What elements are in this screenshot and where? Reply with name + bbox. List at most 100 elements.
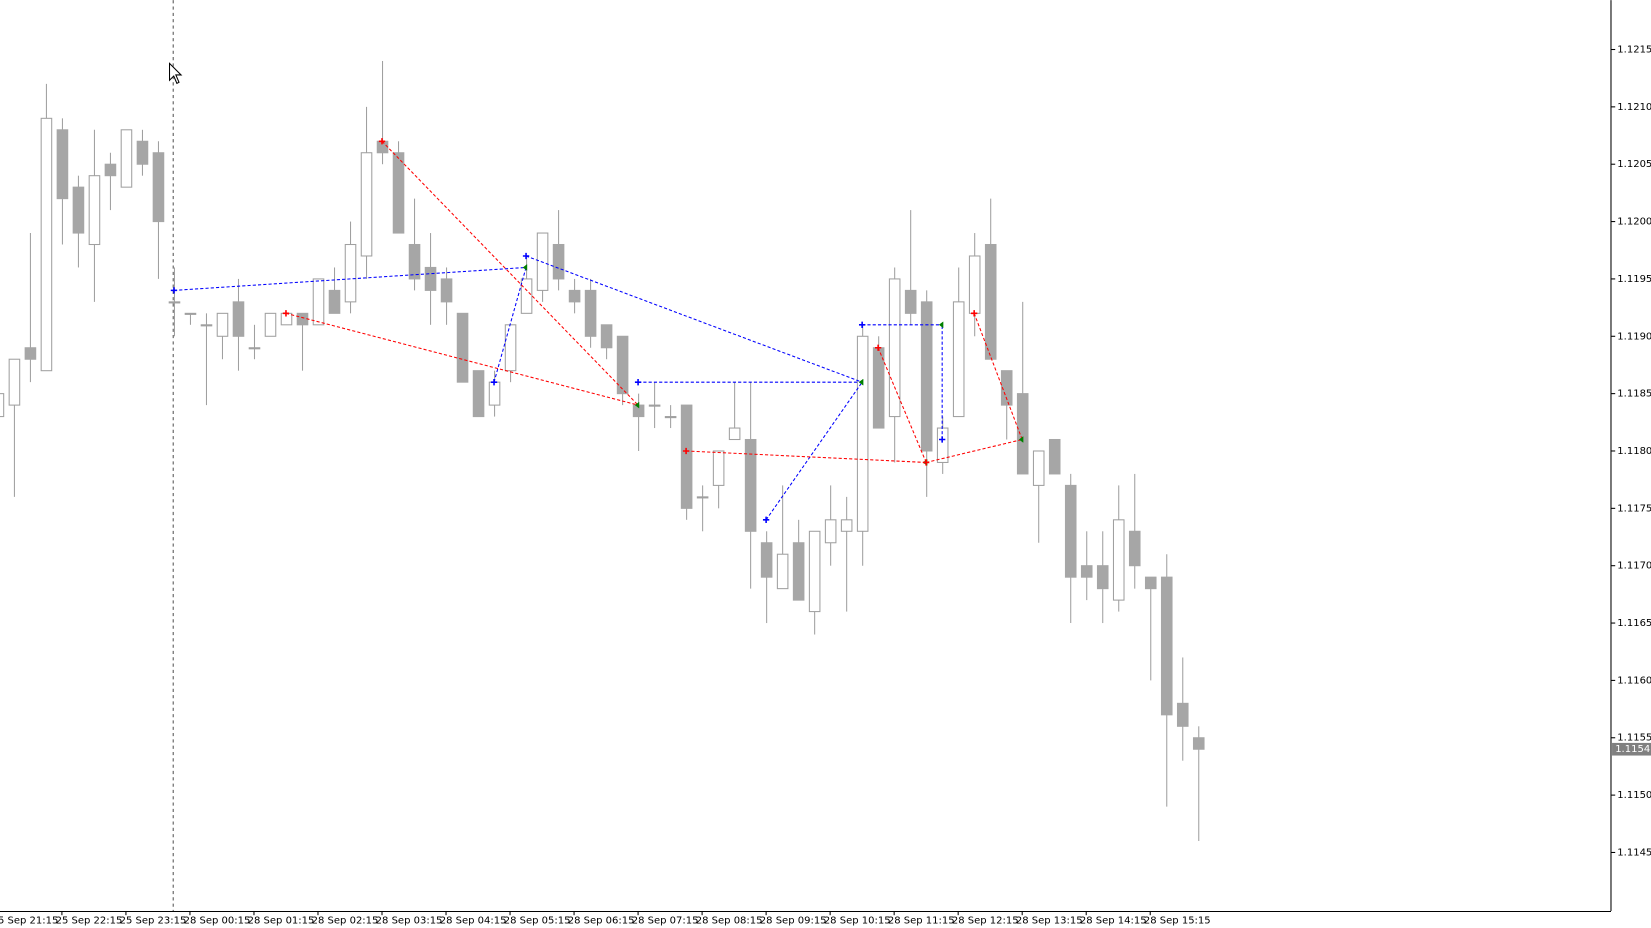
x-tick-label: 28 Sep 14:15 (1080, 915, 1147, 926)
trade-exit (858, 379, 864, 386)
trade-line (173, 266, 527, 291)
candle-body (792, 542, 805, 601)
candle-body (1144, 576, 1157, 590)
candle-body (920, 301, 933, 452)
candle-body (872, 347, 885, 429)
candle-body (56, 129, 69, 200)
candle-body (968, 255, 981, 314)
trade-line (493, 267, 527, 383)
mouse-cursor (168, 62, 183, 85)
candle-body (824, 519, 837, 544)
candle-body (392, 152, 405, 234)
y-tick-label: 1.1145 (1617, 847, 1651, 858)
x-tick-label: 28 Sep 09:15 (760, 915, 827, 926)
candle-body (712, 450, 725, 486)
x-tick-label: 28 Sep 00:15 (184, 915, 251, 926)
candle-body (216, 312, 229, 337)
trade-entry (858, 321, 866, 328)
x-tick-label: 28 Sep 13:15 (1016, 915, 1083, 926)
candle-body (168, 301, 181, 304)
x-tick-label: 25 Sep 22:15 (56, 915, 123, 926)
candle-body (136, 140, 149, 165)
x-tick-label: 25 Sep 23:15 (120, 915, 187, 926)
x-tick-label: 28 Sep 10:15 (824, 915, 891, 926)
y-tick-label: 1.1195 (1617, 274, 1651, 285)
candle-body (344, 243, 357, 303)
trade-entry (170, 287, 178, 294)
candle-body (616, 335, 629, 395)
candle-body (1192, 737, 1205, 750)
candle-body (1032, 450, 1045, 486)
trade-line (973, 313, 1023, 440)
trade-entry (939, 436, 946, 443)
y-tick-label: 1.1170 (1617, 561, 1651, 572)
plot: 1.1145 1.1150 1.1155 1.1160 1.1165 1.1170 1.11… (0, 45, 1651, 926)
candle-body (408, 243, 421, 280)
candle-body (680, 404, 693, 509)
candle-body (264, 312, 277, 337)
candle-body (856, 335, 869, 532)
candle-body (232, 301, 245, 337)
candle-body (888, 278, 901, 418)
candle-body (0, 393, 5, 418)
candle-body (760, 542, 773, 578)
trade-entry (490, 379, 498, 386)
y-tick-label: 1.1190 (1617, 331, 1651, 342)
candle-body (488, 381, 501, 406)
y-tick-label: 1.1175 (1617, 503, 1651, 514)
trade-exit (522, 264, 528, 271)
trade-line (686, 450, 927, 463)
y-tick-label: 1.1210 (1617, 102, 1651, 113)
current-price-label: 1.1154 (1615, 744, 1650, 755)
candle-body (808, 530, 821, 613)
trade-exit (634, 401, 640, 409)
candle-body (504, 324, 517, 372)
trade-exit (1019, 436, 1024, 443)
trade-entry (874, 344, 882, 351)
trade-entry (971, 310, 978, 317)
x-tick-label: 28 Sep 01:15 (248, 915, 315, 926)
candle-body (88, 175, 101, 246)
candle-body (296, 312, 309, 326)
x-tick-label: 28 Sep 08:15 (696, 915, 763, 926)
candle-body (248, 347, 261, 350)
candle-body (72, 186, 85, 234)
trade-line (765, 381, 863, 521)
y-tick-label: 1.1200 (1617, 217, 1651, 228)
candle-body (1128, 530, 1141, 567)
candle-body (120, 129, 133, 188)
trade-line (381, 140, 639, 406)
candle-body (456, 312, 469, 383)
trade-line (285, 312, 639, 406)
y-tick-label: 1.1165 (1617, 618, 1651, 629)
y-tick-label: 1.1155 (1617, 733, 1651, 744)
y-tick-label: 1.1205 (1617, 159, 1651, 170)
trade-exit (939, 321, 944, 328)
x-tick-label: 28 Sep 12:15 (952, 915, 1019, 926)
candle-body (584, 289, 597, 337)
candle-body (472, 370, 485, 418)
trade-line (926, 439, 1023, 463)
candle-body (360, 152, 373, 257)
candle-body (424, 266, 437, 291)
candle-body (1000, 370, 1013, 406)
x-tick-label: 28 Sep 04:15 (440, 915, 507, 926)
candle-body (696, 496, 709, 499)
candle-body (1064, 484, 1077, 578)
candle-body (1080, 565, 1093, 578)
y-tick-label: 1.1180 (1617, 446, 1651, 457)
candle-body (440, 278, 453, 303)
candle-body (840, 519, 853, 532)
candle-body (200, 324, 213, 327)
candle-body (1160, 576, 1173, 716)
candle-body (552, 243, 565, 280)
trade-entry (682, 447, 690, 455)
trade-entry (282, 310, 290, 317)
candle-body (952, 301, 965, 418)
candle-body (40, 117, 53, 372)
candle-body (776, 553, 789, 590)
x-tick-label: 25 Sep 21:15 (0, 915, 58, 926)
trade-entry (378, 138, 386, 145)
candle-body (184, 312, 197, 315)
